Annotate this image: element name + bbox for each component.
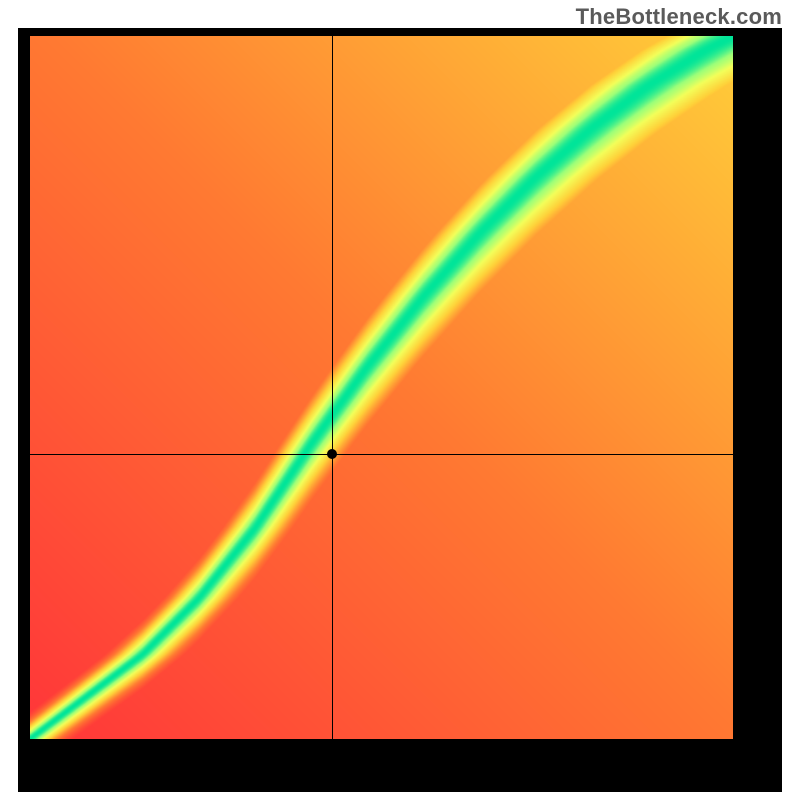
crosshair-vertical xyxy=(332,36,333,739)
watermark-text: TheBottleneck.com xyxy=(576,4,782,30)
heatmap-canvas xyxy=(30,36,733,739)
chart-container: TheBottleneck.com xyxy=(0,0,800,800)
crosshair-horizontal xyxy=(30,454,733,455)
